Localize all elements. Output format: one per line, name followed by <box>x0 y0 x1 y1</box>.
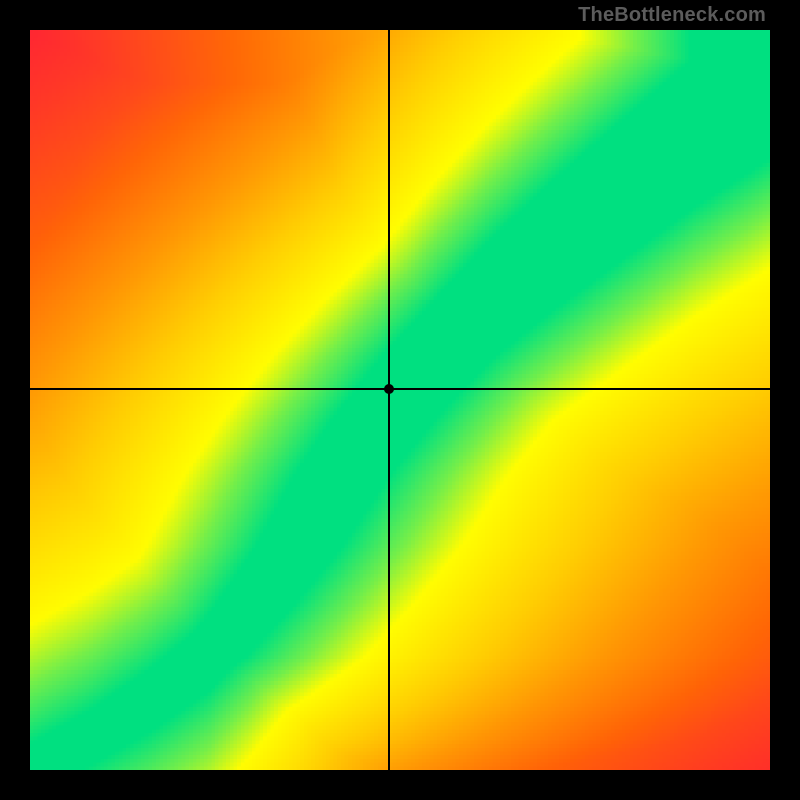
watermark-text: TheBottleneck.com <box>578 4 766 27</box>
crosshair-vertical <box>388 30 390 770</box>
heatmap-canvas <box>30 30 770 770</box>
heatmap-plot <box>30 30 770 770</box>
marker-dot <box>384 384 394 394</box>
crosshair-horizontal <box>30 388 770 390</box>
